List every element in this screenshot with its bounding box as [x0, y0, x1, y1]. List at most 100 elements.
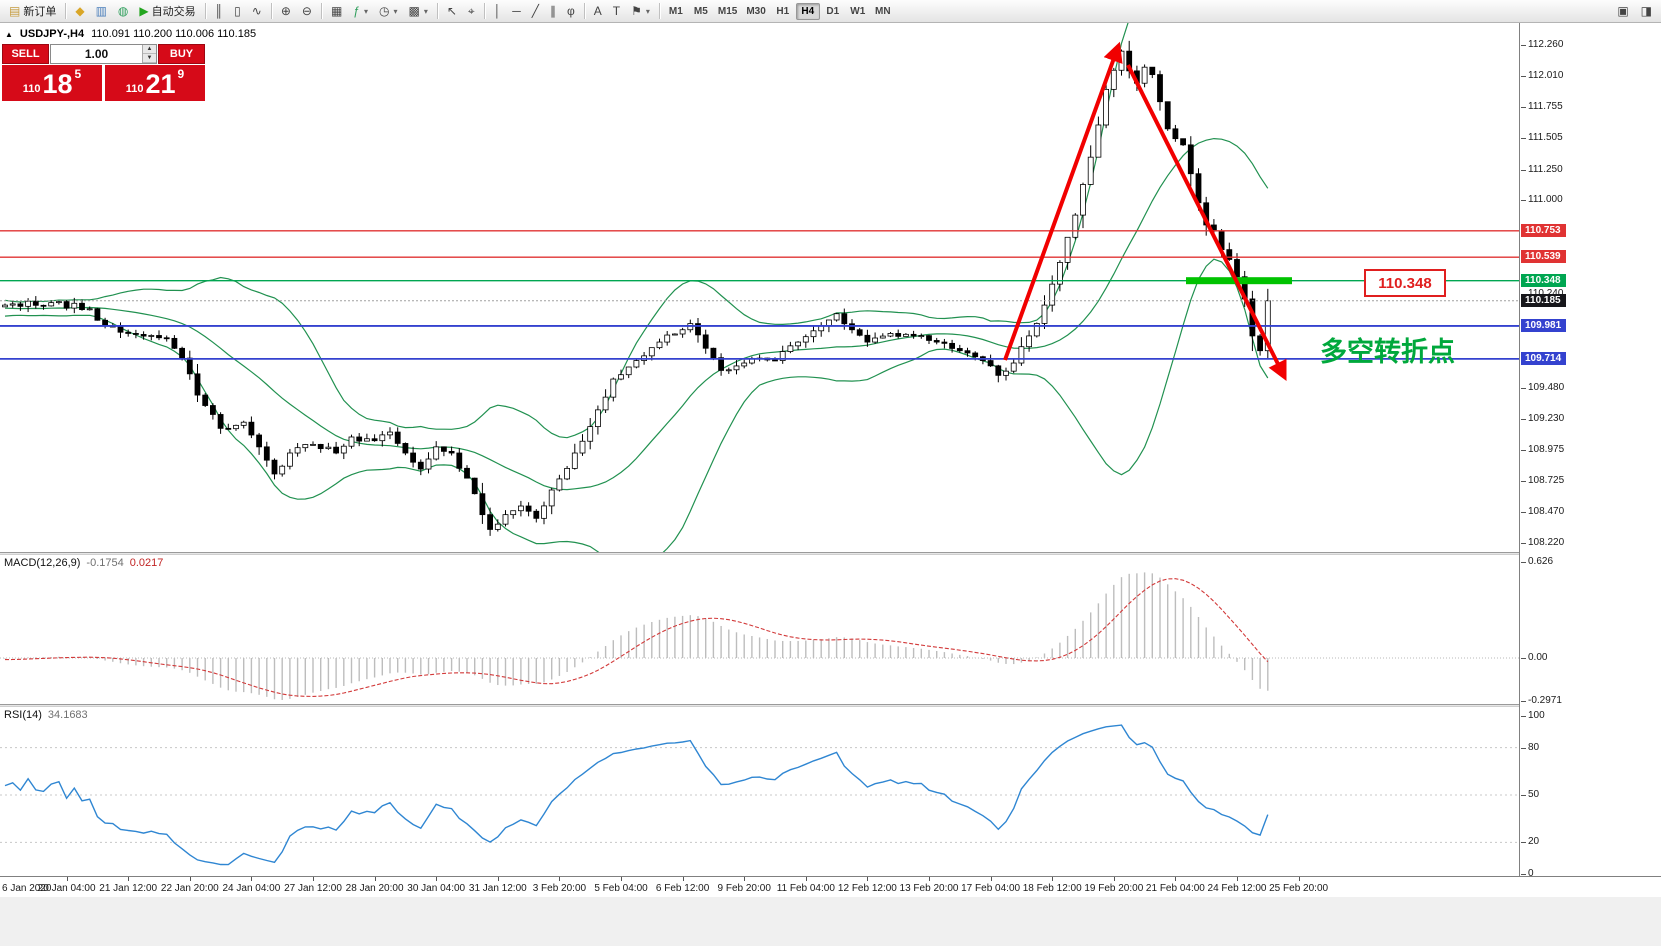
crosshair-icon: ⌖ — [467, 4, 475, 18]
price-scale[interactable]: 112.260 112.010 111.755 111.505 111.250 111.0… — [1519, 23, 1661, 879]
time-tick — [1113, 877, 1115, 881]
bar-chart-icon: ║ — [214, 4, 224, 18]
timeframe-button-mn[interactable]: MN — [871, 3, 895, 20]
price-tick-label: 111.755 — [1521, 101, 1563, 113]
new-order-button-label: 新订单 — [23, 6, 57, 18]
time-label: 3 Feb 20:00 — [532, 883, 587, 894]
market-watch-icon: ◆ — [75, 4, 85, 18]
cursor-icon: ↖ — [446, 4, 457, 18]
price-line-label: 110.753 — [1521, 223, 1566, 237]
time-label: 20 Jan 04:00 — [37, 883, 96, 894]
fibonacci-button[interactable]: φ — [562, 2, 580, 21]
time-label: 31 Jan 12:00 — [468, 883, 527, 894]
timeframe-button-h4[interactable]: H4 — [795, 2, 820, 20]
timeframe-button-m1[interactable]: M1 — [664, 3, 688, 20]
new-order-button[interactable]: ▤ 新订单 — [4, 2, 61, 21]
buy-price-pips: 21 — [145, 69, 176, 99]
macd-main-value: -0.1754 — [86, 557, 124, 569]
navigator-button[interactable]: ◍ — [113, 2, 133, 21]
toolbar-separator — [204, 3, 206, 19]
arrows-tool-button[interactable]: ⚑ ▾ — [626, 2, 655, 21]
chevron-down-icon: ▾ — [423, 6, 428, 16]
toolbar-separator — [270, 3, 272, 19]
timeframe-button-m15[interactable]: M15 — [714, 3, 741, 20]
line-chart-button[interactable]: ∿ — [247, 2, 267, 21]
time-label: 24 Jan 04:00 — [222, 883, 281, 894]
chart-title: ▲ USDJPY-,H4 110.091 110.200 110.006 110… — [5, 28, 256, 40]
sell-price-display[interactable]: 110 18 5 — [2, 65, 102, 101]
time-label: 18 Feb 12:00 — [1022, 883, 1082, 894]
channel-icon: ∥ — [549, 4, 556, 18]
volume-value[interactable]: 1.00 — [84, 47, 109, 61]
horizontal-line-button[interactable]: ─ — [507, 2, 526, 21]
time-axis[interactable]: 6 Jan 2020 20 Jan 04:00 21 Jan 12:00 22 Jan… — [0, 876, 1661, 897]
trendline-button[interactable]: ╱ — [527, 2, 544, 21]
rsi-scale-label: 0 — [1521, 868, 1534, 879]
data-window-button[interactable]: ▥ — [91, 2, 112, 21]
price-tick-label: 108.220 — [1520, 537, 1565, 548]
line-chart-icon: ∿ — [251, 4, 262, 18]
time-label: 6 Feb 12:00 — [655, 883, 710, 894]
price-chart-canvas[interactable] — [0, 23, 1519, 552]
text-label-button[interactable]: T — [608, 2, 625, 21]
volume-up-button[interactable]: ▲ — [143, 45, 156, 54]
macd-signal-value: 0.0217 — [129, 557, 164, 569]
volume-down-button[interactable]: ▼ — [143, 54, 156, 63]
templates-button[interactable]: ▩ ▾ — [404, 2, 433, 21]
price-line-label: 109.714 — [1521, 351, 1567, 365]
one-click-trading-panel: SELL 1.00 ▲ ▼ BUY 110 18 5 110 21 9 — [2, 44, 205, 101]
fibonacci-icon: φ — [566, 4, 575, 18]
crosshair-button[interactable]: ⌖ — [463, 2, 480, 21]
timeframe-button-h1[interactable]: H1 — [771, 3, 795, 20]
price-tick-label: 111.250 — [1521, 163, 1563, 175]
new-order-icon: ▤ — [9, 4, 21, 18]
buy-button[interactable]: BUY — [158, 44, 205, 64]
pane-separator[interactable] — [0, 552, 1661, 555]
rsi-value: 34.1683 — [47, 709, 88, 721]
volume-spinner: ▲ ▼ — [142, 45, 156, 63]
timeframe-button-w1[interactable]: W1 — [846, 3, 870, 20]
timeframe-button-d1[interactable]: D1 — [821, 3, 845, 20]
pane-separator[interactable] — [0, 704, 1661, 707]
timeframe-button-m30[interactable]: M30 — [742, 3, 769, 20]
periods-button[interactable]: ◷ ▾ — [374, 2, 403, 21]
time-tick — [805, 877, 807, 881]
chart-symbol-period: USDJPY-,H4 — [19, 28, 85, 40]
time-tick — [436, 877, 438, 881]
price-line-label: 109.981 — [1521, 318, 1567, 332]
candlestick-chart-button[interactable]: ▯ — [229, 2, 246, 21]
macd-canvas[interactable] — [0, 555, 1519, 704]
split-window-button[interactable]: ◨ — [1636, 2, 1657, 21]
time-tick — [497, 877, 499, 881]
chart-ohlc-values: 110.091 110.200 110.006 110.185 — [91, 28, 257, 40]
volume-input[interactable]: 1.00 ▲ ▼ — [50, 44, 157, 64]
indicators-icon: ƒ — [353, 4, 360, 18]
time-tick — [374, 877, 376, 881]
vertical-line-button[interactable]: │ — [489, 2, 507, 21]
time-label: 12 Feb 12:00 — [837, 883, 897, 894]
tile-windows-button[interactable]: ▦ — [326, 2, 347, 21]
sell-price-pips: 18 — [42, 69, 73, 99]
one-click-collapse-icon[interactable]: ▲ — [5, 30, 13, 39]
autotrading-button[interactable]: ▶ 自动交易 — [134, 2, 200, 21]
price-tick-label: 112.010 — [1520, 69, 1564, 81]
sell-button[interactable]: SELL — [2, 44, 49, 64]
time-label: 22 Jan 20:00 — [160, 883, 219, 894]
indicators-button[interactable]: ƒ ▾ — [348, 2, 373, 21]
rsi-canvas[interactable] — [0, 707, 1519, 876]
timeframe-button-m5[interactable]: M5 — [689, 3, 713, 20]
zoom-in-button[interactable]: ⊕ — [276, 2, 296, 21]
time-label: 5 Feb 04:00 — [594, 883, 648, 894]
channel-button[interactable]: ∥ — [545, 2, 561, 21]
cursor-button[interactable]: ↖ — [442, 2, 462, 21]
time-tick — [929, 877, 930, 881]
toolbar-right-icons: ▣ ◨ — [1612, 2, 1657, 21]
time-tick — [251, 877, 253, 881]
toolbar-separator — [436, 3, 438, 19]
bar-chart-button[interactable]: ║ — [210, 2, 229, 21]
zoom-out-button[interactable]: ⊖ — [297, 2, 317, 21]
market-watch-button[interactable]: ◆ — [70, 2, 89, 21]
buy-price-display[interactable]: 110 21 9 — [105, 65, 205, 101]
text-button[interactable]: A — [589, 2, 607, 21]
dock-window-button[interactable]: ▣ — [1612, 2, 1633, 21]
